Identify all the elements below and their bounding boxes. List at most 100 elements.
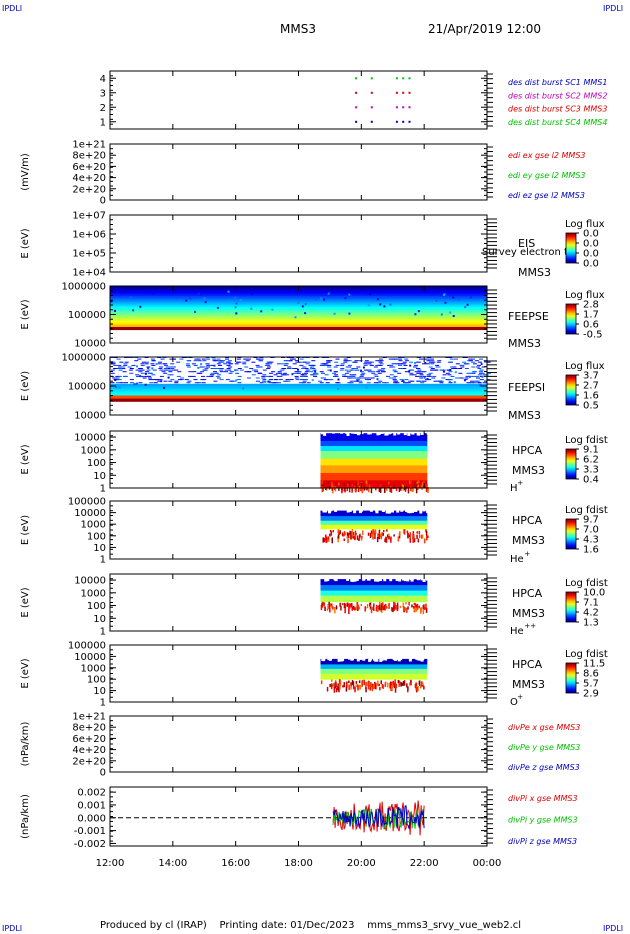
spectrogram-cell: [422, 375, 427, 377]
spectrogram-cell: [423, 376, 426, 379]
spectrogram-cell: [337, 534, 340, 539]
spectrogram-cell: [360, 369, 362, 372]
y-tick-label: 1: [100, 555, 106, 566]
spectrogram-cell: [477, 368, 482, 369]
spectrogram-cell: [455, 377, 460, 379]
spectrogram-cell: [215, 375, 220, 377]
spectrogram-cell: [483, 360, 488, 362]
spectrogram-cell: [356, 366, 361, 368]
spectrogram-cell: [217, 368, 222, 369]
spectrogram-cell: [379, 303, 382, 306]
spectrogram-gap: [397, 431, 401, 435]
spectrogram-cell: [389, 485, 392, 488]
spectrogram-cell: [234, 296, 237, 299]
spectrogram-cell: [418, 605, 420, 609]
spectrogram-gap: [414, 509, 418, 512]
spectrogram-cell: [428, 372, 433, 374]
spectrogram-cell: [197, 360, 202, 362]
y-tick-label: 6e+20: [72, 734, 106, 745]
spectrogram-cell: [378, 369, 383, 371]
spectrogram-cell: [180, 377, 185, 379]
spectrogram-cell: [255, 380, 260, 382]
spectrogram-cell: [376, 371, 381, 373]
spectrogram-cell: [256, 366, 261, 368]
spectrogram-gap: [333, 577, 337, 581]
y-tick-label: 100: [87, 458, 106, 469]
spectrogram-cell: [412, 606, 415, 609]
spectrogram-cell: [151, 292, 154, 295]
y-tick-label: 10000: [74, 433, 106, 444]
spectrogram-cell: [326, 361, 330, 363]
spectrogram-cell: [358, 360, 363, 362]
spectrogram-cell: [355, 369, 360, 371]
spectrogram-cell: [298, 382, 303, 384]
spectrogram-cell: [327, 369, 332, 371]
spectrogram-cell: [262, 379, 267, 381]
spectrogram-band: [320, 433, 428, 442]
spectrogram-cell: [274, 379, 279, 381]
spectrogram-cell: [135, 382, 138, 385]
spectrogram-cell: [137, 358, 142, 360]
spectrogram-cell: [294, 360, 299, 362]
spectrogram-cell: [436, 366, 441, 368]
spectrogram-cell: [382, 532, 384, 536]
spectrogram-cell: [416, 531, 418, 534]
spectrogram-cell: [176, 361, 181, 363]
spectrogram-cell: [407, 686, 409, 691]
spectrogram-cell: [347, 483, 349, 488]
spectrogram-cell: [417, 371, 422, 373]
spectrogram-cell: [482, 374, 487, 376]
spectrogram-cell: [118, 386, 121, 389]
spectrogram-cell: [386, 375, 390, 377]
spectrogram-cell: [335, 382, 340, 384]
spectrogram-cell: [449, 366, 454, 368]
spectrogram-gap: [380, 430, 384, 434]
y-tick-label: 8e+20: [72, 723, 106, 734]
spectrogram-cell: [408, 480, 411, 485]
spectrogram-cell: [379, 487, 382, 493]
corner-label-top-left: IPDLI: [2, 4, 23, 13]
spectrogram-cell: [426, 374, 431, 376]
spectrogram-cell: [119, 361, 124, 363]
spectrogram-cell: [256, 358, 261, 360]
spectrogram-cell: [349, 369, 354, 371]
spectrogram-cell: [374, 533, 376, 539]
spectrogram-cell: [329, 379, 334, 381]
spectrogram-cell: [159, 369, 164, 371]
spectrogram-cell: [134, 360, 139, 362]
spectrogram-cell: [211, 364, 216, 366]
spectrogram-cell: [246, 377, 251, 379]
spectrogram-cell: [133, 383, 136, 386]
spectrogram-cell: [329, 608, 331, 613]
spectrogram-cell: [151, 360, 156, 362]
spectrogram-cell: [395, 605, 397, 610]
spectrogram-cell: [337, 378, 340, 381]
spectrogram-cell: [469, 372, 474, 374]
panel-frame: [109, 500, 488, 560]
spectrogram-cell: [364, 379, 369, 381]
spectrogram-cell: [451, 368, 456, 369]
spectrogram-cell: [117, 366, 122, 368]
spectrogram-cell: [171, 366, 176, 368]
legend-entry: des dist burst SC4 MMS4: [508, 118, 607, 127]
spectrogram-cell: [129, 379, 134, 381]
spectrogram-cell: [378, 358, 383, 360]
spectrogram-band: [110, 398, 487, 401]
panel-frame: [109, 573, 488, 632]
spectrogram-cell: [392, 379, 397, 381]
spectrogram-cell: [110, 362, 113, 365]
spectrogram-cell: [116, 382, 120, 384]
spectrogram-cell: [358, 382, 363, 384]
spectrogram-cell: [227, 290, 230, 293]
colorbar-tick-label: 8.6: [583, 669, 599, 680]
spectrogram-cell: [422, 380, 427, 382]
y-tick-label: 1000000: [61, 353, 106, 364]
spectrogram-cell: [413, 364, 418, 366]
spectrogram-band: [110, 321, 487, 324]
spectrogram-cell: [226, 364, 231, 366]
y-tick-label: 100: [87, 601, 106, 612]
spectrogram-cell: [384, 681, 387, 685]
spectrogram-cell: [366, 604, 369, 609]
colorbar: [565, 303, 577, 335]
spectrogram-cell: [442, 374, 447, 376]
